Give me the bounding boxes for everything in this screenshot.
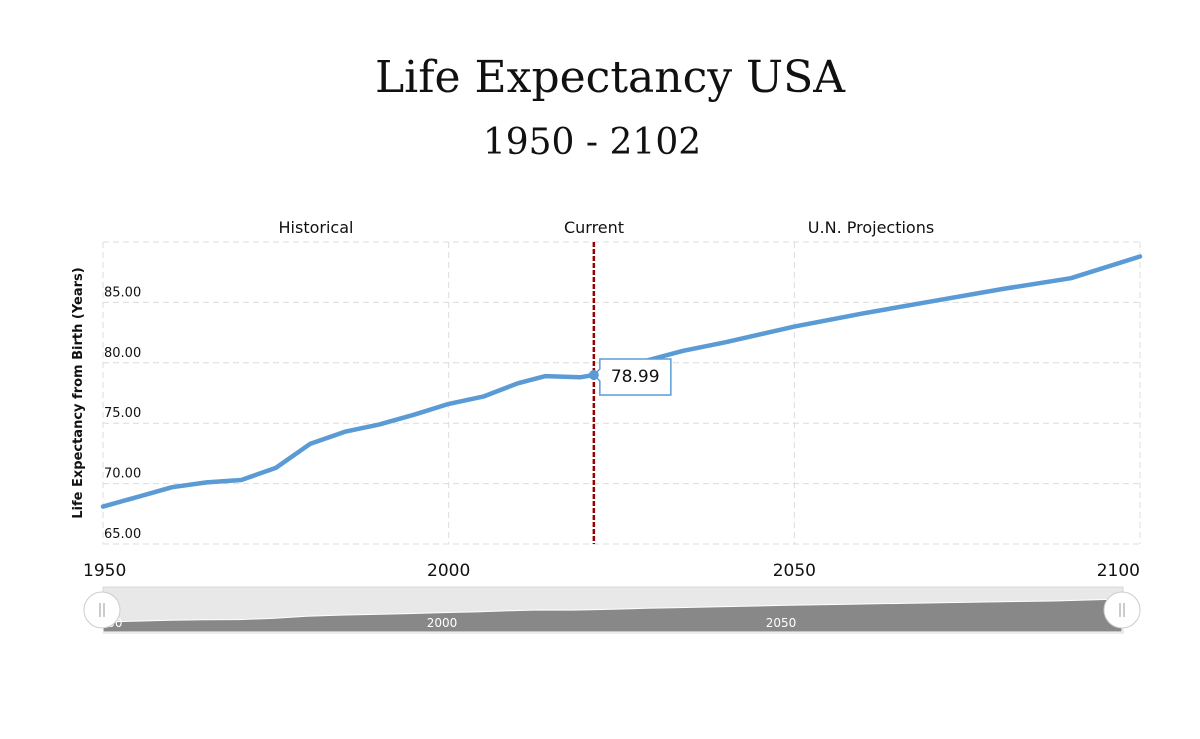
y-tick-label: 65.00	[104, 527, 141, 542]
navigator[interactable]: 1950 2000 2050	[83, 586, 1141, 634]
x-tick-label: 2100	[1097, 561, 1140, 581]
y-tick-label: 75.00	[104, 406, 141, 421]
navigator-label-2050: 2050	[766, 616, 797, 630]
y-tick-label: 85.00	[104, 285, 141, 300]
x-tick-labels: 1950 2000 2050 2100	[83, 561, 1140, 581]
x-tick-label: 2000	[427, 561, 470, 581]
y-tick-label: 80.00	[104, 346, 141, 361]
navigator-area	[102, 598, 1123, 633]
chart-title: Life Expectancy USA	[375, 52, 846, 103]
chart-subtitle: 1950 - 2102	[483, 122, 701, 163]
tooltip: 78.99	[588, 358, 672, 396]
series-line[interactable]	[100, 254, 1143, 509]
region-label-historical: Historical	[279, 218, 354, 237]
region-label-projections: U.N. Projections	[808, 218, 934, 237]
x-tick-label: 2050	[773, 561, 816, 581]
x-tick-label: 1950	[83, 561, 126, 581]
navigator-label-2000: 2000	[427, 616, 458, 630]
y-tick-label: 70.00	[104, 467, 141, 482]
y-axis-title: Life Expectancy from Birth (Years)	[71, 267, 86, 518]
region-label-current: Current	[564, 218, 624, 237]
tooltip-value: 78.99	[611, 367, 660, 387]
tooltip-marker	[588, 370, 599, 381]
y-tick-labels: 65.00 70.00 75.00 80.00 85.00	[104, 285, 141, 542]
navigator-left-handle[interactable]	[83, 591, 121, 629]
grid	[102, 241, 1141, 545]
tooltip-box	[592, 358, 672, 396]
navigator-right-handle[interactable]	[1103, 591, 1141, 629]
